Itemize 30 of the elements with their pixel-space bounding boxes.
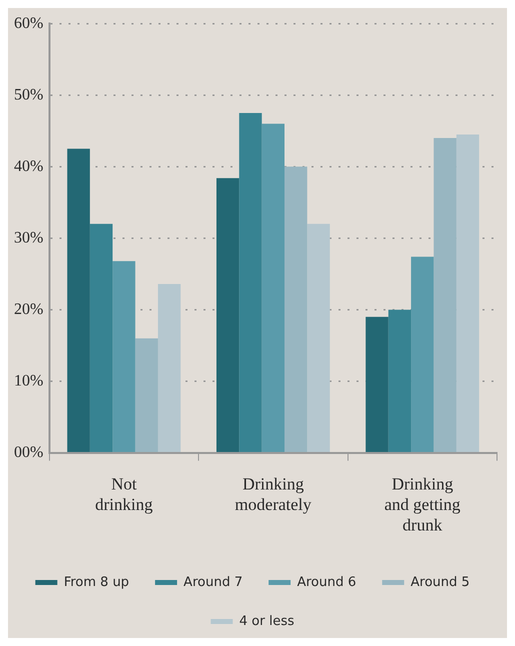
bar <box>456 134 480 452</box>
bar <box>112 261 136 452</box>
legend-label: Around 7 <box>184 574 243 590</box>
legend-label: From 8 up <box>64 574 130 590</box>
bar <box>388 310 412 452</box>
legend-label: Around 6 <box>297 574 356 590</box>
y-tick-label: 20% <box>14 300 44 318</box>
bar <box>67 148 90 452</box>
y-tick-label: 10% <box>14 372 44 390</box>
bar <box>135 338 158 452</box>
bar <box>307 224 330 452</box>
bar <box>90 224 113 452</box>
y-tick-label: 40% <box>14 158 44 175</box>
y-tick-label: 30% <box>14 229 44 246</box>
bar <box>434 138 456 452</box>
legend-label: 4 or less <box>239 614 294 629</box>
bar <box>239 113 262 452</box>
bar <box>158 284 181 452</box>
y-tick-label: 50% <box>14 86 44 104</box>
y-tick-label: 60% <box>14 14 44 32</box>
x-tick-label: Not drinking <box>95 474 154 514</box>
bar <box>216 178 240 452</box>
legend-label: Around 5 <box>410 574 470 590</box>
y-tick-label: 00% <box>14 444 44 462</box>
bar <box>284 166 308 452</box>
x-tick-label: Drinking and getting drunk <box>384 474 461 534</box>
x-tick-label: Drinking moderately <box>234 474 312 514</box>
bar <box>262 124 285 452</box>
bar <box>366 316 388 452</box>
bar <box>411 256 434 452</box>
